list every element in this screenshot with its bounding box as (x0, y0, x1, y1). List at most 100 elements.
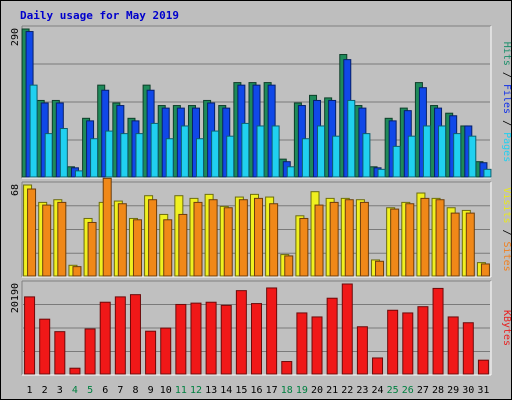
bar-sites-day-12 (193, 201, 203, 277)
bar-sites-day-14 (223, 207, 233, 277)
bar-sites-day-7 (117, 203, 127, 277)
day-label-26: 26 (402, 385, 414, 396)
bar-pages-day-23 (362, 133, 371, 178)
bar-sites-day-31 (480, 263, 490, 277)
bar-kbytes-day-3 (54, 331, 66, 375)
side-label-hits-files-pages: Hits / Files / Pages (501, 42, 511, 162)
bar-pages-day-28 (438, 125, 447, 178)
bar-sites-day-26 (405, 203, 415, 277)
bar-kbytes-day-14 (220, 304, 232, 375)
bar-kbytes-day-12 (190, 302, 202, 375)
bar-kbytes-day-5 (84, 328, 96, 375)
bar-sites-day-28 (435, 199, 445, 277)
day-label-30: 30 (462, 385, 474, 396)
day-label-17: 17 (266, 385, 278, 396)
side-label-part-visits-sites-2: Sites (501, 242, 511, 272)
bar-pages-day-6 (105, 130, 114, 178)
side-label-part-hits-files-pages-4: Pages (501, 132, 511, 162)
bar-kbytes-day-24 (372, 357, 384, 375)
bar-pages-day-9 (150, 122, 159, 178)
bar-pages-day-18 (286, 166, 295, 178)
bar-pages-day-15 (241, 122, 250, 178)
bar-kbytes-day-11 (175, 303, 187, 375)
day-label-18: 18 (281, 385, 293, 396)
bar-kbytes-day-6 (99, 301, 111, 375)
day-label-21: 21 (326, 385, 338, 396)
day-label-24: 24 (372, 385, 384, 396)
day-label-27: 27 (417, 385, 429, 396)
bar-pages-day-20 (317, 125, 326, 178)
bar-pages-day-21 (332, 135, 341, 178)
bar-pages-day-26 (407, 135, 416, 178)
side-label-part-hits-files-pages-3: / (501, 114, 511, 132)
bar-pages-day-22 (347, 99, 356, 178)
bar-kbytes-day-7 (114, 296, 126, 375)
bar-kbytes-day-16 (251, 303, 262, 375)
bar-kbytes-day-28 (432, 287, 444, 375)
day-label-2: 2 (42, 385, 48, 396)
bar-pages-day-14 (226, 135, 235, 178)
bar-pages-day-1 (29, 84, 38, 178)
ymax-label-visits-sites: 68 (10, 184, 21, 196)
bar-pages-day-30 (468, 135, 477, 178)
side-label-part-kbytes-0: KBytes (501, 310, 511, 346)
bar-pages-day-5 (90, 138, 99, 178)
day-label-31: 31 (477, 385, 489, 396)
bar-sites-day-6 (102, 177, 112, 277)
bar-pages-day-16 (256, 125, 265, 178)
day-label-8: 8 (132, 385, 138, 396)
day-label-16: 16 (250, 385, 262, 396)
bar-pages-day-2 (44, 133, 53, 178)
bar-sites-day-25 (390, 208, 400, 277)
bar-kbytes-day-27 (417, 306, 429, 375)
bar-kbytes-day-26 (402, 312, 414, 375)
bar-kbytes-day-8 (129, 294, 141, 375)
side-label-part-visits-sites-1: / (501, 223, 511, 241)
bar-sites-day-23 (359, 201, 369, 277)
bar-pages-day-29 (453, 133, 462, 178)
day-label-9: 9 (148, 385, 154, 396)
bar-pages-day-12 (195, 138, 204, 178)
bar-sites-day-11 (178, 213, 188, 277)
day-label-5: 5 (87, 385, 93, 396)
day-label-10: 10 (160, 385, 172, 396)
chart-title: Daily usage for May 2019 (20, 9, 179, 22)
bar-sites-day-10 (163, 219, 173, 277)
bar-kbytes-day-22 (341, 283, 353, 375)
bar-sites-day-21 (329, 201, 339, 277)
bar-sites-day-19 (299, 217, 309, 277)
bar-sites-day-3 (57, 201, 67, 277)
day-label-28: 28 (432, 385, 444, 396)
bar-pages-day-13 (211, 130, 220, 178)
bar-kbytes-day-21 (326, 297, 338, 375)
day-label-13: 13 (205, 385, 217, 396)
bar-sites-day-13 (208, 199, 218, 277)
bar-kbytes-day-9 (145, 330, 157, 375)
bar-pages-day-8 (135, 133, 144, 178)
bar-pages-day-11 (180, 125, 189, 178)
bar-sites-day-2 (42, 204, 52, 277)
bar-kbytes-day-23 (356, 326, 368, 375)
bar-kbytes-day-17 (266, 287, 278, 375)
bar-pages-day-27 (422, 125, 431, 178)
bar-kbytes-day-1 (24, 296, 36, 375)
bar-sites-day-20 (314, 204, 324, 277)
bar-kbytes-day-13 (205, 301, 217, 375)
bar-kbytes-day-20 (311, 316, 323, 375)
bar-kbytes-day-31 (477, 359, 489, 375)
side-label-part-visits-sites-0: Visits (501, 187, 511, 223)
bar-sites-day-4 (72, 266, 82, 277)
bar-sites-day-8 (132, 219, 142, 277)
side-label-kbytes: KBytes (501, 310, 511, 346)
bar-sites-day-30 (465, 212, 475, 277)
bar-pages-day-19 (301, 138, 310, 178)
bar-sites-day-1 (27, 188, 37, 277)
day-label-7: 7 (117, 385, 123, 396)
bar-sites-day-5 (87, 221, 97, 277)
day-label-25: 25 (387, 385, 399, 396)
bar-sites-day-15 (238, 199, 248, 277)
day-label-12: 12 (190, 385, 202, 396)
bar-kbytes-day-19 (296, 312, 308, 375)
bar-pages-day-31 (483, 168, 492, 178)
